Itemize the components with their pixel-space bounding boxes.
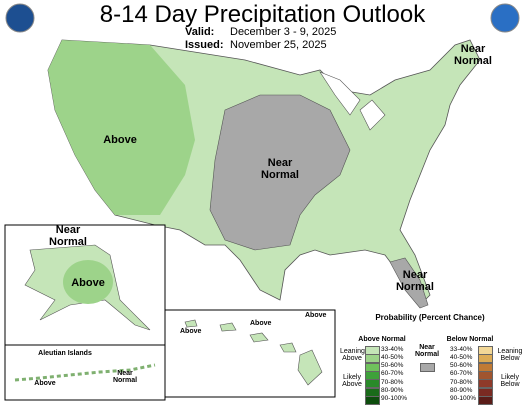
legend-label: 33-40% bbox=[450, 345, 473, 353]
issued-label: Issued: bbox=[185, 39, 224, 51]
map-label: Near Normal bbox=[261, 157, 299, 181]
legend-label: 60-70% bbox=[450, 370, 473, 378]
legend-label: 90-100% bbox=[450, 395, 477, 403]
legend-title: Probability (Percent Chance) bbox=[375, 313, 485, 322]
legend-swatch bbox=[420, 363, 435, 372]
map-label: Above bbox=[103, 134, 137, 146]
legend-label: 40-50% bbox=[450, 353, 473, 361]
valid-date: December 3 - 9, 2025 bbox=[230, 26, 337, 38]
map-label: Above bbox=[305, 312, 327, 319]
valid-label: Valid: bbox=[185, 26, 215, 38]
florida-near-normal bbox=[389, 257, 429, 309]
legend-label: 70-80% bbox=[450, 378, 473, 386]
map-label: Above bbox=[250, 320, 272, 327]
legend-near: Near Normal bbox=[415, 344, 440, 359]
central-near-normal bbox=[209, 94, 351, 251]
legend-above-title: Above Normal bbox=[358, 336, 406, 343]
inset-title: Aleutian Islands bbox=[38, 350, 92, 357]
legend-label: 80-90% bbox=[450, 387, 473, 394]
legend-label: 60-70% bbox=[381, 370, 404, 378]
doc-logo bbox=[5, 3, 35, 33]
map-label: Near Normal bbox=[112, 370, 138, 385]
map-label: Above bbox=[180, 328, 202, 335]
map-label: Above bbox=[34, 380, 56, 387]
legend-swatch bbox=[365, 395, 380, 405]
legend-label: 50-60% bbox=[450, 362, 473, 370]
map-label: Above bbox=[71, 277, 105, 289]
likely-below: Likely Below bbox=[500, 374, 520, 389]
legend-label: 70-80% bbox=[381, 378, 404, 386]
leaning-above: Leaning Above bbox=[340, 348, 365, 363]
leaning-below: Leaning Below bbox=[497, 348, 523, 363]
hawaii-islands bbox=[184, 319, 323, 386]
issued-date: November 25, 2025 bbox=[230, 39, 327, 51]
legend-swatch bbox=[478, 395, 493, 405]
legend-label: 90-100% bbox=[381, 395, 408, 403]
map-label: Near Normal bbox=[454, 43, 492, 67]
great-lakes bbox=[319, 71, 386, 131]
legend-label: 50-60% bbox=[381, 362, 404, 370]
legend-label: 80-90% bbox=[381, 387, 404, 394]
noaa-logo bbox=[490, 3, 520, 33]
alaska-above-region bbox=[63, 260, 113, 304]
map-label: Near Normal bbox=[396, 269, 434, 293]
legend-label: 33-40% bbox=[381, 345, 404, 353]
map-label: Near Normal bbox=[49, 224, 87, 248]
title: 8-14 Day Precipitation Outlook bbox=[99, 1, 426, 28]
legend-below-title: Below Normal bbox=[446, 336, 494, 343]
likely-above: Likely Above bbox=[342, 374, 362, 389]
west-above-region bbox=[48, 40, 195, 215]
legend-label: 40-50% bbox=[381, 353, 404, 361]
aleutian-islands bbox=[14, 363, 156, 382]
